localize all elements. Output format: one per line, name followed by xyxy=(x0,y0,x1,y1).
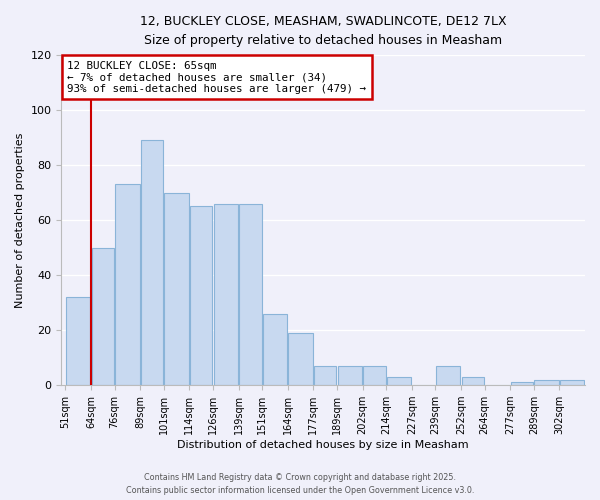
Bar xyxy=(560,380,584,385)
Bar xyxy=(436,366,460,385)
Bar xyxy=(263,314,287,385)
Bar xyxy=(363,366,386,385)
X-axis label: Distribution of detached houses by size in Measham: Distribution of detached houses by size … xyxy=(178,440,469,450)
Bar xyxy=(338,366,362,385)
Bar xyxy=(141,140,163,385)
Bar xyxy=(314,366,337,385)
Bar xyxy=(115,184,140,385)
Bar xyxy=(535,380,559,385)
Bar xyxy=(387,377,411,385)
Bar xyxy=(239,204,262,385)
Text: Contains HM Land Registry data © Crown copyright and database right 2025.
Contai: Contains HM Land Registry data © Crown c… xyxy=(126,474,474,495)
Text: 12 BUCKLEY CLOSE: 65sqm
← 7% of detached houses are smaller (34)
93% of semi-det: 12 BUCKLEY CLOSE: 65sqm ← 7% of detached… xyxy=(67,60,367,94)
Y-axis label: Number of detached properties: Number of detached properties xyxy=(15,132,25,308)
Bar xyxy=(66,297,91,385)
Bar xyxy=(289,333,313,385)
Bar xyxy=(190,206,212,385)
Bar xyxy=(461,377,484,385)
Bar xyxy=(92,248,114,385)
Bar xyxy=(164,192,189,385)
Bar xyxy=(511,382,533,385)
Title: 12, BUCKLEY CLOSE, MEASHAM, SWADLINCOTE, DE12 7LX
Size of property relative to d: 12, BUCKLEY CLOSE, MEASHAM, SWADLINCOTE,… xyxy=(140,15,506,47)
Bar xyxy=(214,204,238,385)
